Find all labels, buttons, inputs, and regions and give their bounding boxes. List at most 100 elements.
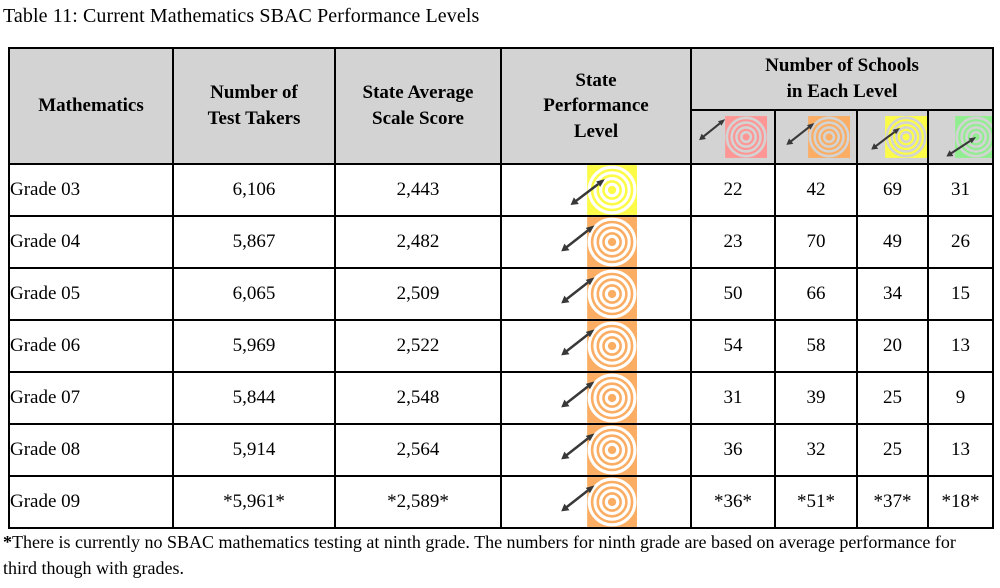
header-line: Level xyxy=(573,120,619,142)
test-takers-value: 6,065 xyxy=(172,267,336,321)
grade-label: Grade 09 xyxy=(8,475,174,529)
red-target-icon xyxy=(699,116,767,158)
grade-label: Grade 03 xyxy=(8,163,174,217)
scale-score-value: 2,548 xyxy=(334,371,502,425)
orange-target-icon xyxy=(782,116,850,158)
schools-orange-count: 39 xyxy=(774,371,858,425)
test-takers-value: 5,914 xyxy=(172,423,336,477)
schools-red-count: 23 xyxy=(690,215,776,269)
table-title: Table 11: Current Mathematics SBAC Perfo… xyxy=(3,5,480,27)
schools-yellow-count: 49 xyxy=(856,215,929,269)
performance-level-cell xyxy=(500,319,692,373)
performance-target-icon xyxy=(556,270,637,318)
footnote-text: There is currently no SBAC mathematics t… xyxy=(3,532,956,578)
schools-red-count: 36 xyxy=(690,423,776,477)
schools-orange-count: 42 xyxy=(774,163,858,217)
test-takers-value: 6,106 xyxy=(172,163,336,217)
schools-orange-count: 32 xyxy=(774,423,858,477)
header-line: State xyxy=(575,69,617,91)
scale-score-value: 2,443 xyxy=(334,163,502,217)
grade-label: Grade 06 xyxy=(8,319,174,373)
table-row: Grade 05 6,065 2,509 50 66 34 15 xyxy=(8,267,995,321)
table-row: Grade 09 *5,961* *2,589* *36* *51* *37* … xyxy=(8,475,995,529)
schools-green-count: 9 xyxy=(926,371,995,425)
level-icon-header-row xyxy=(9,109,995,165)
grade-label: Grade 05 xyxy=(8,267,174,321)
col-header-performance-level: State Performance Level xyxy=(500,47,692,165)
scale-score-value: 2,509 xyxy=(334,267,502,321)
grade-label: Grade 04 xyxy=(8,215,174,269)
schools-green-count: 13 xyxy=(926,319,995,373)
col-header-level-yellow xyxy=(856,109,929,165)
header-line: Number of Schools xyxy=(765,55,919,77)
col-header-test-takers: Number of Test Takers xyxy=(172,47,336,165)
performance-target-icon xyxy=(556,322,637,370)
performance-level-cell xyxy=(500,215,692,269)
footnote-marker: * xyxy=(3,532,12,552)
schools-red-count: 54 xyxy=(690,319,776,373)
schools-yellow-count: *37* xyxy=(856,475,929,529)
schools-green-count: 15 xyxy=(926,267,995,321)
performance-level-cell xyxy=(500,475,692,529)
header-line: in Each Level xyxy=(786,81,898,102)
performance-level-cell xyxy=(500,371,692,425)
performance-level-cell xyxy=(500,163,692,217)
header-line: Scale Score xyxy=(372,108,464,129)
performance-level-cell xyxy=(500,267,692,321)
schools-green-count: 31 xyxy=(926,163,995,217)
header-line: Test Takers xyxy=(207,108,301,129)
sbac-performance-table: Mathematics Number of Test Takers State … xyxy=(8,47,995,529)
schools-green-count: 13 xyxy=(926,423,995,477)
scale-score-value: 2,522 xyxy=(334,319,502,373)
schools-orange-count: *51* xyxy=(774,475,858,529)
performance-target-icon xyxy=(556,218,637,266)
table-row: Grade 04 5,867 2,482 23 70 49 26 xyxy=(8,215,995,269)
grade-label: Grade 07 xyxy=(8,371,174,425)
test-takers-value: 5,844 xyxy=(172,371,336,425)
col-header-level-orange xyxy=(774,109,858,165)
table-row: Grade 06 5,969 2,522 54 58 20 13 xyxy=(8,319,995,373)
performance-target-icon xyxy=(556,478,637,526)
performance-level-cell xyxy=(500,423,692,477)
schools-yellow-count: 34 xyxy=(856,267,929,321)
table-row: Grade 07 5,844 2,548 31 39 25 9 xyxy=(8,371,995,425)
col-header-level-green xyxy=(926,109,995,165)
schools-yellow-count: 25 xyxy=(856,423,929,477)
test-takers-value: 5,867 xyxy=(172,215,336,269)
yellow-target-icon xyxy=(859,116,926,158)
table-row: Grade 03 6,106 2,443 22 42 69 31 xyxy=(8,163,995,217)
test-takers-value: 5,969 xyxy=(172,319,336,373)
header-line: Number of xyxy=(210,82,298,104)
performance-target-icon xyxy=(556,426,637,474)
schools-red-count: 31 xyxy=(690,371,776,425)
scale-score-value: 2,482 xyxy=(334,215,502,269)
schools-yellow-count: 25 xyxy=(856,371,929,425)
schools-orange-count: 70 xyxy=(774,215,858,269)
schools-red-count: 50 xyxy=(690,267,776,321)
footnote: *There is currently no SBAC mathematics … xyxy=(3,530,961,581)
header-line: Mathematics xyxy=(38,95,144,117)
schools-red-count: 22 xyxy=(690,163,776,217)
test-takers-value: *5,961* xyxy=(172,475,336,529)
table-row: Grade 08 5,914 2,564 36 32 25 13 xyxy=(8,423,995,477)
header-line: State Average xyxy=(362,82,474,104)
schools-red-count: *36* xyxy=(690,475,776,529)
schools-yellow-count: 20 xyxy=(856,319,929,373)
performance-target-icon xyxy=(556,374,637,422)
performance-target-icon xyxy=(556,166,637,214)
schools-orange-count: 66 xyxy=(774,267,858,321)
schools-green-count: 26 xyxy=(926,215,995,269)
header-line: Performance xyxy=(543,95,649,117)
col-header-scale-score: State Average Scale Score xyxy=(334,47,502,165)
header-row: Mathematics Number of Test Takers State … xyxy=(8,47,995,165)
scale-score-value: *2,589* xyxy=(334,475,502,529)
schools-green-count: *18* xyxy=(926,475,995,529)
green-target-icon xyxy=(930,116,992,158)
col-header-level-red xyxy=(690,109,776,165)
scale-score-value: 2,564 xyxy=(334,423,502,477)
grade-label: Grade 08 xyxy=(8,423,174,477)
col-header-schools-group: Number of Schools in Each Level xyxy=(689,47,995,111)
schools-yellow-count: 69 xyxy=(856,163,929,217)
col-header-mathematics: Mathematics xyxy=(8,47,174,165)
